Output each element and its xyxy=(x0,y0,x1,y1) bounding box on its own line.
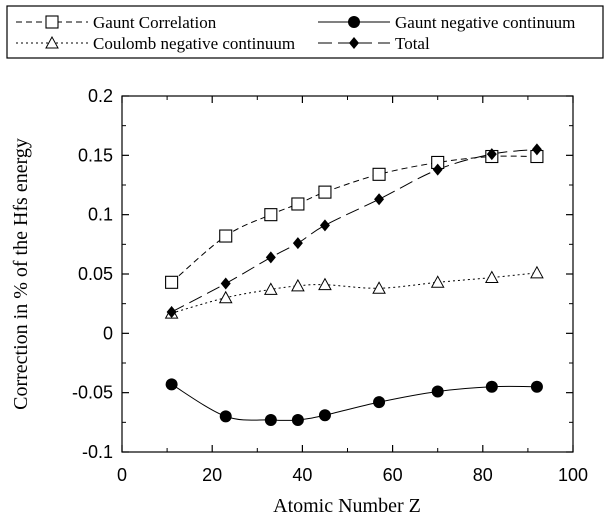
data-point xyxy=(486,148,497,161)
data-point xyxy=(430,275,445,288)
plot-frame xyxy=(121,95,574,453)
data-point xyxy=(263,282,278,295)
data-point xyxy=(166,305,177,318)
x-tick-label: 40 xyxy=(292,465,312,485)
legend-label: Total xyxy=(395,34,430,53)
data-point xyxy=(264,208,278,222)
y-tick-label: 0.1 xyxy=(88,205,113,225)
x-tick-label: 60 xyxy=(383,465,403,485)
data-point xyxy=(374,193,385,206)
legend-box xyxy=(6,5,604,59)
legend-marker xyxy=(45,35,59,49)
data-point xyxy=(292,237,303,250)
y-tick-label: -0.1 xyxy=(82,442,113,462)
y-tick-label: 0.2 xyxy=(88,86,113,106)
data-point xyxy=(219,229,233,243)
legend-label: Coulomb negative continuum xyxy=(93,34,295,53)
data-point xyxy=(264,413,277,426)
data-point xyxy=(485,380,498,393)
data-point xyxy=(484,270,499,284)
data-point xyxy=(318,277,332,291)
data-point xyxy=(531,143,542,156)
data-point xyxy=(319,219,330,232)
x-tick-label: 80 xyxy=(473,465,493,485)
data-point xyxy=(265,251,276,264)
data-point xyxy=(530,380,543,393)
legend-marker xyxy=(348,16,360,28)
data-point xyxy=(218,290,233,304)
data-point xyxy=(219,410,232,423)
data-point xyxy=(372,167,386,181)
data-point xyxy=(318,185,332,199)
series-line xyxy=(171,155,537,283)
data-point xyxy=(165,378,178,391)
y-tick-label: -0.05 xyxy=(72,383,113,403)
legend-marker xyxy=(349,37,359,49)
x-tick-label: 100 xyxy=(558,465,588,485)
data-point xyxy=(373,396,386,409)
data-point xyxy=(291,413,304,426)
data-point xyxy=(372,281,386,294)
data-point xyxy=(291,197,305,211)
data-point xyxy=(291,278,305,292)
y-tick-label: 0.15 xyxy=(78,145,113,165)
x-tick-label: 20 xyxy=(202,465,222,485)
data-point xyxy=(530,265,544,279)
y-tick-label: 0.05 xyxy=(78,264,113,284)
data-point xyxy=(165,275,179,289)
y-axis-label: Correction in % of the Hfs energy xyxy=(10,138,32,410)
data-point xyxy=(220,277,231,290)
x-tick-label: 0 xyxy=(117,465,127,485)
legend-label: Gaunt negative continuum xyxy=(395,13,575,32)
y-tick-label: 0 xyxy=(103,323,113,343)
legend: Gaunt Correlation Gaunt negative continuu… xyxy=(6,5,604,59)
data-point xyxy=(431,385,444,398)
legend-label: Gaunt Correlation xyxy=(93,13,217,32)
legend-marker xyxy=(45,15,59,29)
x-axis-label: Atomic Number Z xyxy=(273,495,421,517)
series-line xyxy=(171,148,537,313)
data-point xyxy=(432,163,443,176)
data-point xyxy=(318,409,331,422)
